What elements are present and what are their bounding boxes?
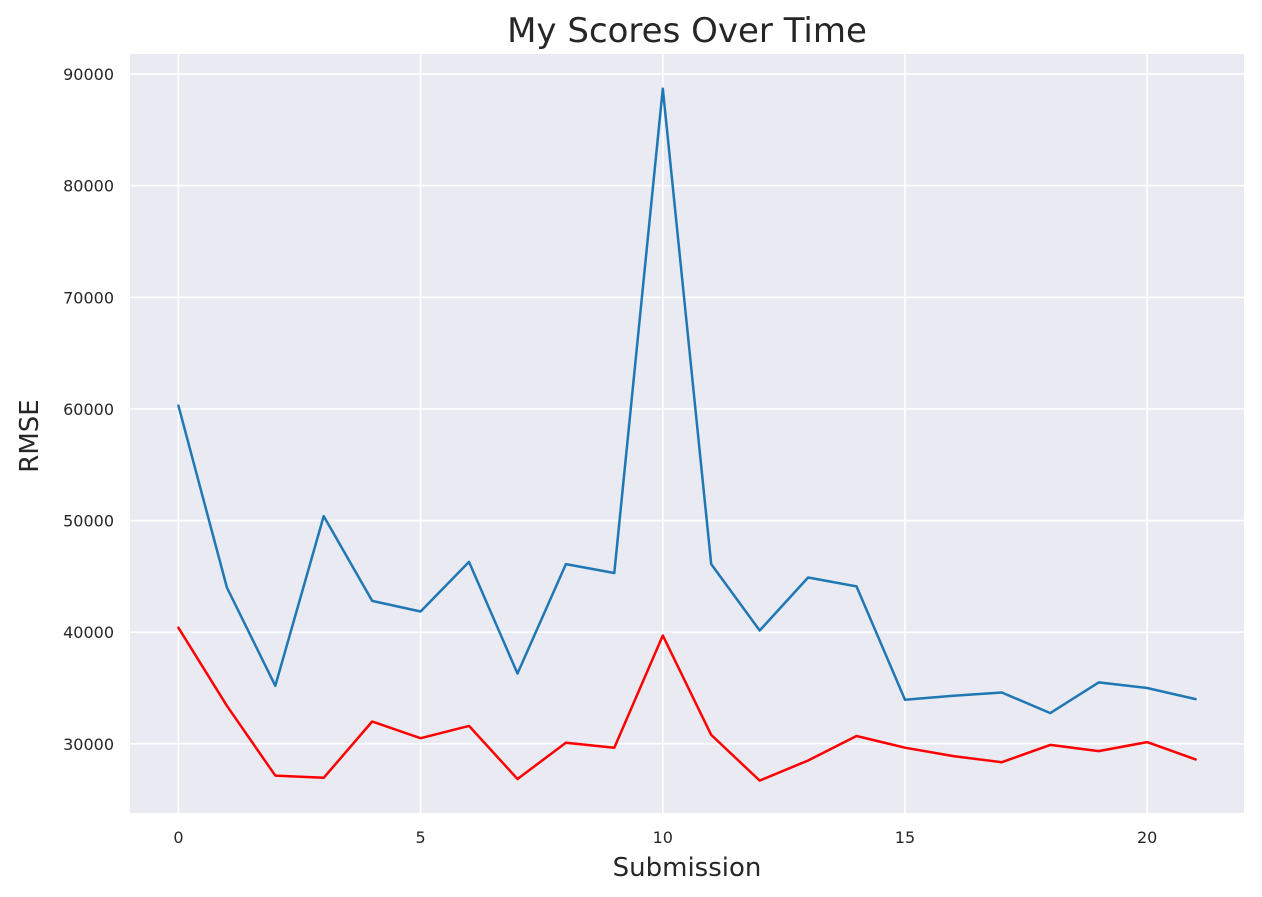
series-2-point bbox=[323, 777, 325, 779]
series-2-point bbox=[1001, 761, 1003, 763]
series-1-point bbox=[1049, 712, 1051, 714]
series-2-point bbox=[274, 774, 276, 776]
y-tick-label: 70000 bbox=[63, 288, 114, 307]
series-line-2 bbox=[177, 626, 1197, 782]
series-1-point bbox=[662, 87, 664, 89]
y-tick-label: 50000 bbox=[63, 512, 114, 531]
series-1-point bbox=[710, 563, 712, 565]
series-1-point bbox=[371, 600, 373, 602]
series-2-point bbox=[855, 735, 857, 737]
chart-title: My Scores Over Time bbox=[507, 11, 867, 51]
series-2-point bbox=[662, 634, 664, 636]
y-gridlines bbox=[130, 73, 1244, 745]
y-tick-labels: 30000 40000 50000 60000 70000 80000 90000 bbox=[63, 65, 114, 754]
series-1-point bbox=[1146, 687, 1148, 689]
series-1-point bbox=[274, 685, 276, 687]
series-2-point bbox=[1049, 744, 1051, 746]
y-tick-label: 60000 bbox=[63, 400, 114, 419]
series-2-point bbox=[565, 741, 567, 743]
y-tick-label: 30000 bbox=[63, 735, 114, 754]
series-2-point bbox=[1146, 741, 1148, 743]
series-2-point bbox=[1194, 758, 1196, 760]
series-2-point bbox=[613, 747, 615, 749]
series-1-point bbox=[226, 586, 228, 588]
series-1-point bbox=[516, 672, 518, 674]
series-1-point bbox=[952, 695, 954, 697]
x-tick-labels: 0 5 10 15 20 bbox=[173, 828, 1157, 847]
series-1-point bbox=[1194, 698, 1196, 700]
x-tick-label: 10 bbox=[653, 828, 673, 847]
series-1-point bbox=[419, 610, 421, 612]
series-1-point bbox=[613, 572, 615, 574]
series-1-point bbox=[177, 404, 179, 406]
series-2-point bbox=[177, 627, 179, 629]
x-tick-label: 5 bbox=[416, 828, 426, 847]
series-2-point bbox=[226, 705, 228, 707]
series-2-point bbox=[807, 759, 809, 761]
y-tick-label: 90000 bbox=[63, 65, 114, 84]
x-tick-label: 20 bbox=[1137, 828, 1157, 847]
series-2-point bbox=[468, 725, 470, 727]
series-1-point bbox=[323, 515, 325, 517]
y-axis-title: RMSE bbox=[15, 399, 45, 472]
series-1-point bbox=[904, 699, 906, 701]
series-1-point bbox=[1001, 691, 1003, 693]
x-tick-label: 0 bbox=[173, 828, 183, 847]
series-2-point bbox=[1097, 750, 1099, 752]
series-2-point bbox=[904, 747, 906, 749]
series-2-point bbox=[371, 720, 373, 722]
plot-background bbox=[130, 54, 1244, 813]
y-tick-label: 80000 bbox=[63, 177, 114, 196]
series-2-point bbox=[516, 778, 518, 780]
series-line-1 bbox=[177, 87, 1197, 715]
series-1-point bbox=[565, 563, 567, 565]
series-2-point bbox=[419, 737, 421, 739]
series-1-point bbox=[468, 561, 470, 563]
series-1-point bbox=[807, 576, 809, 578]
y-tick-label: 40000 bbox=[63, 623, 114, 642]
x-axis-title: Submission bbox=[613, 853, 762, 883]
series-2-point bbox=[710, 734, 712, 736]
series-1-point bbox=[758, 629, 760, 631]
x-gridlines bbox=[177, 54, 1148, 813]
series-1-point bbox=[855, 585, 857, 587]
series-1-point bbox=[1097, 681, 1099, 683]
series-2-point bbox=[758, 779, 760, 781]
series-2-point bbox=[952, 755, 954, 757]
x-tick-label: 15 bbox=[895, 828, 915, 847]
series-lines bbox=[177, 87, 1197, 782]
